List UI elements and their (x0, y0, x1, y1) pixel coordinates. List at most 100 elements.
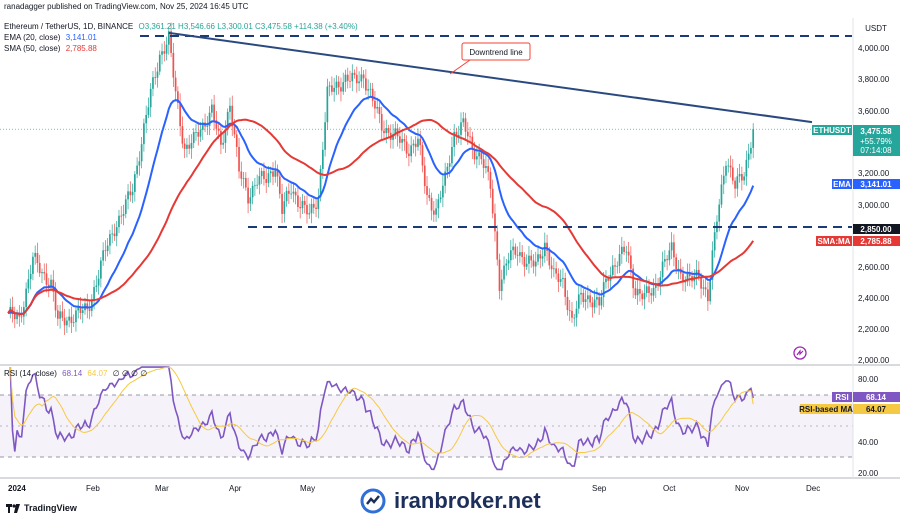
candle-body (455, 131, 458, 137)
candle-body (446, 166, 449, 172)
candle-body (464, 118, 467, 132)
candle-body (512, 246, 514, 251)
candle-body (611, 265, 614, 275)
support-tag-value: 2,850.00 (860, 225, 892, 234)
candle-body (41, 272, 43, 274)
candle-body (654, 283, 657, 288)
candle-body (251, 185, 254, 198)
candle-body (476, 156, 478, 160)
tradingview-brand[interactable]: TradingView (6, 503, 77, 513)
rsi-line (9, 366, 754, 471)
last-price-tag: 3,475.58 (860, 127, 892, 136)
candle-body (731, 167, 734, 181)
rsi-legend-extra: ∅ ∅ ∅ ∅ (112, 369, 148, 378)
candle-body (376, 106, 379, 109)
candle-body (736, 176, 739, 189)
candle-body (519, 252, 521, 256)
candle-body (439, 197, 442, 200)
candle-body (81, 310, 84, 314)
countdown-tag: 07:14:08 (860, 146, 892, 155)
candle-body (374, 100, 376, 109)
candle-body (201, 122, 204, 130)
candle-body (206, 126, 209, 127)
candle-body (68, 316, 71, 321)
price-tick: 2,000.00 (858, 356, 890, 365)
time-tick: 2024 (8, 484, 26, 493)
candle-body (750, 147, 752, 154)
candle-body (220, 130, 222, 145)
candle-body (741, 174, 743, 181)
candle-body (571, 310, 573, 318)
indicator-icon[interactable] (793, 346, 807, 360)
candle-body (639, 288, 641, 294)
candle-body (586, 295, 589, 300)
candle-body (553, 268, 555, 270)
ema-legend[interactable]: EMA (20, close) 3,141.01 (4, 33, 97, 43)
candle-body (170, 31, 172, 53)
candle-body (525, 263, 528, 267)
tradingview-text: TradingView (24, 503, 77, 513)
candle-body (140, 144, 143, 162)
candle-body (208, 112, 211, 127)
candle-body (539, 254, 542, 259)
candle-body (589, 295, 591, 303)
candle-body (54, 291, 57, 311)
candle-body (557, 273, 560, 282)
candle-body (559, 279, 562, 282)
candle-body (652, 287, 655, 296)
candle-body (498, 259, 501, 291)
candle-body (213, 104, 215, 121)
candle-body (444, 171, 446, 186)
candle-body (93, 287, 95, 300)
candle-body (154, 77, 157, 79)
sma-legend[interactable]: SMA (50, close) 2,785.88 (4, 44, 97, 54)
candle-body (43, 272, 46, 274)
candle-body (36, 252, 39, 264)
candle-body (392, 134, 394, 140)
candle-body (328, 85, 331, 87)
candle-body (469, 136, 471, 138)
candle-body (129, 191, 132, 196)
candle-body (532, 260, 535, 267)
candle-body (494, 213, 496, 232)
candle-body (177, 91, 179, 103)
candle-body (627, 251, 630, 256)
price-axis: USDT 4,000.00 3,800.00 3,600.00 3,200.00… (858, 24, 890, 365)
candle-body (283, 201, 286, 214)
rsi-ma-tag-value: 64.07 (866, 405, 887, 414)
ema-legend-value: 3,141.01 (65, 33, 97, 42)
candle-body (32, 256, 34, 274)
candle-body (133, 174, 136, 192)
candle-body (435, 208, 437, 215)
time-tick: Feb (86, 484, 100, 493)
candle-body (233, 126, 236, 135)
candle-body (401, 138, 403, 143)
candle-body (244, 178, 247, 188)
ethusdt-tag: ETHUSDT (813, 126, 851, 135)
candle-body (537, 254, 539, 262)
candle-body (555, 268, 557, 274)
rsi-legend[interactable]: RSI (14, close) 68.14 64.07 ∅ ∅ ∅ ∅ (4, 369, 147, 379)
candle-body (294, 191, 297, 196)
candle-body (100, 260, 102, 279)
candle-body (61, 311, 64, 318)
candle-body (50, 279, 52, 288)
candle-body (113, 233, 116, 237)
candle-body (489, 171, 492, 189)
candle-body (165, 44, 168, 54)
candle-body (88, 309, 91, 311)
candle-body (247, 187, 249, 204)
candle-body (677, 268, 680, 270)
candle-body (487, 166, 490, 172)
sma-tag: SMA:MA (818, 237, 851, 246)
candle-body (224, 128, 227, 143)
candle-body (326, 86, 329, 123)
rsi-tag-value: 68.14 (866, 393, 887, 402)
candle-body (675, 257, 678, 270)
candle-body (573, 317, 576, 319)
candle-body (38, 263, 41, 274)
candle-body (136, 165, 138, 175)
candle-body (97, 278, 100, 286)
downtrend-annotation-text: Downtrend line (469, 48, 523, 57)
